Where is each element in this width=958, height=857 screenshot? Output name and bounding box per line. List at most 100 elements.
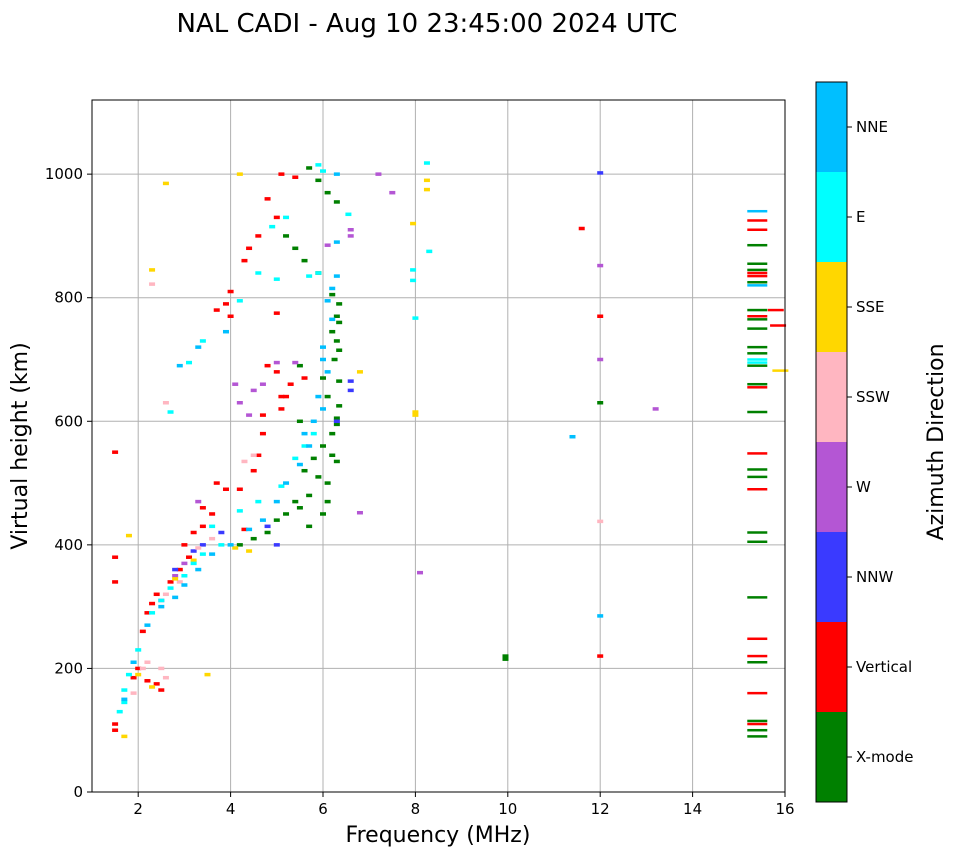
data-point-e bbox=[236, 299, 243, 303]
colorbar-segment bbox=[816, 172, 847, 262]
data-point-x-mode bbox=[283, 512, 290, 516]
data-point-vertical bbox=[112, 450, 119, 454]
data-point-x-mode bbox=[333, 459, 340, 464]
data-point-sse bbox=[149, 268, 156, 272]
y-tick-label: 0 bbox=[73, 783, 83, 801]
data-point-vertical bbox=[153, 682, 160, 686]
data-point-x-mode bbox=[320, 444, 326, 448]
data-point-x-mode bbox=[324, 499, 331, 504]
data-point-e bbox=[292, 456, 299, 461]
data-point-vertical bbox=[144, 679, 151, 683]
data-point-e bbox=[158, 598, 165, 603]
data-point-sse bbox=[423, 178, 430, 183]
data-point-x-mode bbox=[306, 493, 313, 498]
data-point-nne bbox=[320, 407, 326, 411]
y-axis-label: Virtual height (km) bbox=[8, 342, 33, 549]
data-point-x-mode bbox=[747, 281, 768, 284]
data-point-nnw bbox=[347, 388, 354, 393]
data-point-nne bbox=[273, 499, 280, 504]
data-point-nnw bbox=[218, 530, 225, 535]
data-point-w bbox=[195, 499, 202, 504]
data-point-x-mode bbox=[329, 329, 336, 334]
data-point-x-mode bbox=[336, 404, 343, 408]
data-point-vertical bbox=[130, 675, 137, 680]
data-point-x-mode bbox=[336, 320, 343, 325]
data-point-vertical bbox=[250, 468, 257, 473]
data-point-e bbox=[236, 509, 243, 513]
data-point-vertical bbox=[747, 315, 768, 318]
data-point-nne bbox=[333, 172, 340, 176]
grid-lines bbox=[92, 100, 786, 793]
data-point-vertical bbox=[283, 394, 290, 399]
data-point-ssw bbox=[176, 580, 183, 584]
data-point-vertical bbox=[578, 226, 585, 231]
data-point-vertical bbox=[264, 363, 271, 368]
data-point-e bbox=[186, 360, 193, 365]
data-point-ssw bbox=[149, 282, 156, 286]
data-point-x-mode bbox=[747, 364, 768, 367]
data-point-w bbox=[273, 360, 280, 365]
data-point-vertical bbox=[747, 488, 768, 491]
data-point-e bbox=[423, 161, 430, 165]
data-point-e bbox=[410, 268, 417, 272]
data-point-sse bbox=[246, 549, 253, 553]
data-point-e bbox=[315, 271, 322, 275]
data-point-nne bbox=[320, 357, 326, 362]
data-point-vertical bbox=[135, 666, 142, 671]
data-point-ssw bbox=[241, 459, 248, 464]
y-tick-label: 200 bbox=[54, 659, 83, 677]
data-point-x-mode bbox=[315, 178, 322, 183]
data-point-nne bbox=[227, 543, 234, 547]
chart-title: NAL CADI - Aug 10 23:45:00 2024 UTC bbox=[177, 9, 678, 39]
data-point-w bbox=[417, 570, 424, 575]
data-point-nne bbox=[195, 345, 202, 349]
data-point-w bbox=[389, 190, 396, 195]
data-point-vertical bbox=[747, 637, 768, 641]
data-point-e bbox=[320, 169, 326, 173]
data-point-x-mode bbox=[283, 234, 290, 238]
data-point-nnw bbox=[172, 567, 179, 572]
data-point-w bbox=[172, 574, 179, 578]
data-point-ssw bbox=[139, 666, 146, 671]
data-point-sse bbox=[172, 577, 179, 581]
data-point-x-mode bbox=[747, 410, 768, 414]
colorbar-label: NNW bbox=[856, 568, 893, 586]
data-point-e bbox=[209, 524, 216, 529]
colorbar-segment bbox=[816, 352, 847, 442]
data-point-vertical bbox=[278, 407, 285, 411]
data-point-x-mode bbox=[747, 382, 768, 386]
data-point-x-mode bbox=[329, 431, 336, 436]
data-point-w bbox=[356, 510, 363, 515]
x-tick-label: 16 bbox=[775, 800, 794, 818]
data-point-vertical bbox=[213, 308, 220, 312]
data-point-vertical bbox=[259, 431, 266, 436]
colorbar-segment bbox=[816, 442, 847, 532]
data-point-e bbox=[255, 499, 262, 504]
data-point-nne bbox=[324, 299, 331, 303]
data-point-x-mode bbox=[336, 379, 343, 383]
data-point-e bbox=[181, 574, 188, 578]
data-point-x-mode bbox=[747, 243, 768, 247]
data-point-sse bbox=[772, 369, 789, 372]
data-point-x-mode bbox=[320, 376, 326, 380]
data-point-x-mode bbox=[315, 475, 322, 479]
data-point-vertical bbox=[167, 580, 174, 584]
data-point-sse bbox=[149, 685, 156, 689]
data-point-e bbox=[273, 277, 280, 281]
data-point-nne bbox=[747, 209, 768, 213]
data-point-x-mode bbox=[747, 262, 768, 265]
data-point-vertical bbox=[747, 722, 768, 726]
data-point-vertical bbox=[236, 487, 243, 491]
data-point-e bbox=[121, 700, 128, 705]
x-tick-label: 12 bbox=[591, 800, 610, 818]
data-point-x-mode bbox=[336, 302, 343, 306]
data-point-nne bbox=[747, 284, 768, 287]
data-point-sse bbox=[410, 221, 417, 226]
data-point-nne bbox=[209, 552, 216, 556]
data-point-nne bbox=[195, 567, 202, 572]
data-point-w bbox=[259, 382, 266, 386]
data-point-e bbox=[218, 543, 225, 547]
data-point-nne bbox=[144, 623, 151, 627]
data-point-x-mode bbox=[747, 661, 768, 664]
